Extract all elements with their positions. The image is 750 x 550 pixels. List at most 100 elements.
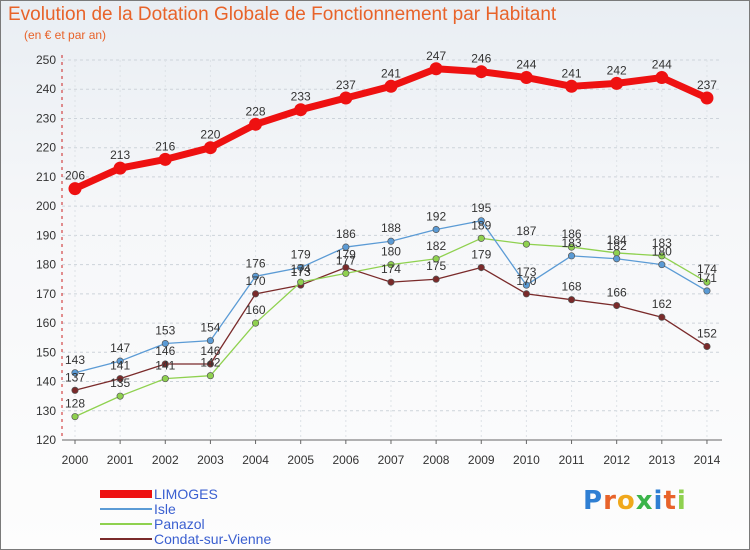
data-label: 186 [562, 227, 582, 241]
data-point [613, 255, 621, 263]
legend-item: Panazol [100, 516, 205, 532]
chart-subtitle: (en € et par an) [24, 28, 107, 42]
data-label: 180 [381, 245, 401, 259]
legend-swatch [100, 508, 152, 510]
data-label: 152 [697, 326, 717, 340]
data-label: 170 [246, 274, 266, 288]
data-label: 237 [697, 78, 717, 92]
data-point [387, 278, 395, 286]
data-label: 233 [291, 90, 311, 104]
x-tick-label: 2008 [423, 453, 450, 467]
data-label: 142 [200, 356, 220, 370]
y-tick-label: 150 [36, 345, 56, 359]
data-point [429, 62, 443, 76]
data-point [206, 337, 214, 345]
data-label: 128 [65, 397, 85, 411]
data-point [567, 243, 576, 251]
data-point [655, 71, 669, 85]
legend-label: LIMOGES [154, 486, 218, 502]
data-point [252, 272, 260, 280]
data-label: 228 [246, 104, 266, 118]
data-label: 135 [110, 376, 130, 390]
y-tick-label: 160 [36, 316, 56, 330]
y-tick-label: 240 [36, 82, 56, 96]
legend-swatch [100, 523, 152, 525]
data-label: 170 [516, 274, 536, 288]
data-label: 182 [426, 239, 446, 253]
data-point [116, 375, 124, 383]
data-point [432, 225, 440, 234]
data-label: 183 [562, 236, 582, 250]
data-point [613, 301, 621, 310]
data-point [203, 141, 217, 155]
data-point [161, 360, 169, 368]
data-point [297, 278, 305, 286]
data-label: 183 [652, 236, 672, 250]
data-point [342, 269, 350, 277]
data-point [658, 252, 666, 260]
x-tick-label: 2002 [152, 453, 179, 467]
data-label: 173 [291, 265, 311, 279]
legend-swatch [100, 538, 152, 540]
data-point [522, 240, 530, 248]
legend-item: Isle [100, 501, 176, 517]
data-point [567, 252, 576, 260]
data-label: 180 [652, 245, 672, 259]
data-point [522, 290, 530, 298]
x-tick-label: 2012 [603, 453, 630, 467]
data-point [71, 413, 79, 421]
data-point [116, 357, 124, 365]
data-point [71, 369, 79, 377]
y-tick-label: 130 [36, 404, 56, 418]
data-label: 184 [607, 233, 627, 247]
y-tick-label: 190 [36, 228, 56, 242]
x-tick-label: 2013 [648, 453, 675, 467]
legend-item: LIMOGES [100, 486, 218, 502]
data-label: 182 [607, 239, 627, 253]
data-point [477, 234, 485, 242]
data-label: 174 [697, 262, 717, 276]
data-label: 162 [652, 297, 672, 311]
data-label: 247 [426, 49, 446, 63]
legend-swatch [100, 490, 152, 498]
data-label: 179 [471, 248, 491, 262]
data-point [161, 339, 169, 348]
data-label: 154 [200, 321, 220, 335]
x-tick-label: 2004 [242, 453, 269, 467]
data-point [610, 76, 624, 90]
data-label: 189 [471, 218, 491, 232]
data-point [477, 217, 485, 225]
x-tick-label: 2011 [559, 453, 585, 467]
data-label: 195 [471, 201, 491, 215]
data-point [567, 296, 576, 304]
data-label: 166 [607, 286, 627, 300]
x-tick-label: 2014 [694, 453, 721, 467]
x-tick-label: 2007 [378, 453, 405, 467]
data-label: 174 [291, 262, 311, 276]
y-tick-label: 250 [36, 53, 56, 67]
data-point [116, 392, 124, 400]
y-tick-label: 220 [36, 141, 56, 155]
legend-item: Condat-sur-Vienne [100, 531, 271, 547]
proxiti-logo: Proxiti [583, 486, 687, 516]
y-tick-label: 200 [36, 199, 56, 213]
data-label: 237 [336, 78, 356, 92]
data-label: 179 [291, 248, 311, 262]
data-label: 146 [200, 344, 220, 358]
data-label: 153 [155, 324, 175, 338]
data-point [158, 152, 172, 166]
data-label: 143 [65, 353, 85, 367]
data-point [658, 313, 666, 321]
y-tick-label: 170 [36, 287, 56, 301]
data-point [68, 182, 82, 196]
legend-label: Panazol [154, 516, 205, 532]
data-label: 216 [155, 139, 175, 153]
x-tick-label: 2005 [287, 453, 314, 467]
y-tick-label: 120 [36, 433, 56, 447]
y-tick-label: 210 [36, 170, 56, 184]
x-tick-label: 2009 [468, 453, 495, 467]
x-tick-label: 2006 [332, 453, 359, 467]
data-point [161, 375, 169, 383]
data-point [206, 360, 214, 368]
data-point [71, 386, 79, 394]
